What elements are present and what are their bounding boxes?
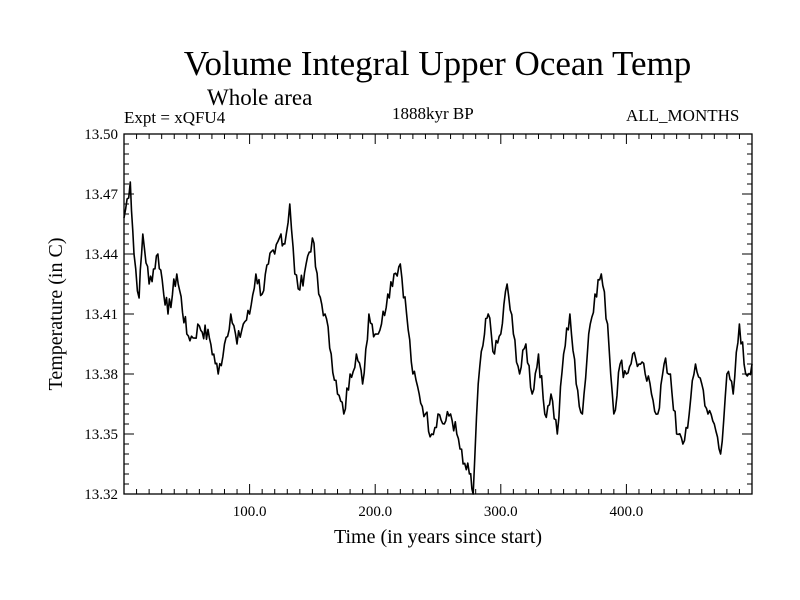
months-label: ALL_MONTHS xyxy=(626,106,740,125)
y-tick-label: 13.32 xyxy=(84,487,118,503)
x-axis-ticks: 100.0 200.0 300.0 400.0 xyxy=(136,134,740,520)
chart-title: Volume Integral Upper Ocean Temp xyxy=(183,44,692,83)
experiment-label: Expt = xQFU4 xyxy=(124,108,226,127)
y-tick-label: 13.44 xyxy=(84,247,118,263)
x-tick-label: 200.0 xyxy=(358,504,392,520)
y-axis-ticks: 13.32 13.35 13.38 13.41 13.44 13.47 13.50 xyxy=(84,127,752,503)
x-tick-label: 400.0 xyxy=(610,504,644,520)
x-tick-label: 300.0 xyxy=(484,504,518,520)
y-tick-label: 13.41 xyxy=(84,307,118,323)
y-tick-label: 13.35 xyxy=(84,427,118,443)
y-axis-label: Temperature (in C) xyxy=(45,238,67,391)
series-group xyxy=(123,181,753,495)
x-tick-label: 100.0 xyxy=(233,504,267,520)
series-line-temperature xyxy=(123,181,753,495)
period-label: 1888kyr BP xyxy=(392,104,474,123)
y-tick-label: 13.38 xyxy=(84,367,118,383)
plot-area xyxy=(123,133,753,495)
y-tick-label: 13.50 xyxy=(84,127,118,143)
chart-subtitle: Whole area xyxy=(207,85,313,110)
x-axis-label: Time (in years since start) xyxy=(334,526,542,548)
y-tick-label: 13.47 xyxy=(84,187,118,203)
